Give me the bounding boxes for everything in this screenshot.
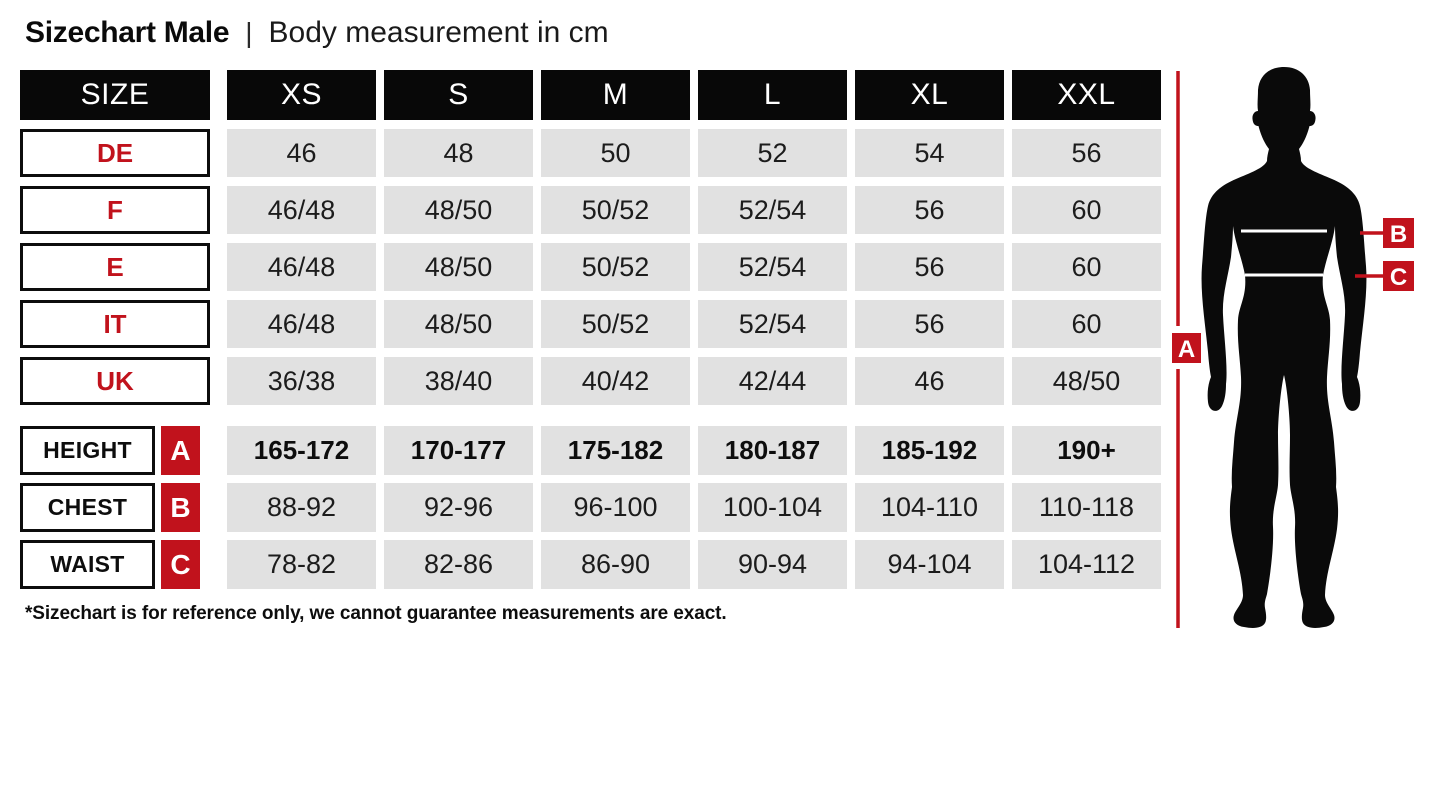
cell-chest-xxl: 110-118 <box>1012 483 1161 532</box>
cell-chest-m: 96-100 <box>541 483 690 532</box>
cell-chest-s: 92-96 <box>384 483 533 532</box>
title-main: Sizechart Male <box>25 16 230 49</box>
cell-f-m: 50/52 <box>541 186 690 234</box>
cell-waist-s: 82-86 <box>384 540 533 589</box>
marker-b-box <box>1383 218 1414 248</box>
header-l: L <box>698 70 847 120</box>
cell-uk-s: 38/40 <box>384 357 533 405</box>
cell-uk-m: 40/42 <box>541 357 690 405</box>
marker-b-badge: B <box>161 483 200 532</box>
cell-f-xxl: 60 <box>1012 186 1161 234</box>
marker-c-letter: C <box>1390 264 1407 291</box>
cell-uk-xl: 46 <box>855 357 1004 405</box>
cell-f-s: 48/50 <box>384 186 533 234</box>
cell-waist-xl: 94-104 <box>855 540 1004 589</box>
footnote-text: *Sizechart is for reference only, we can… <box>25 603 727 624</box>
page-title: Sizechart Male | Body measurement in cm <box>25 16 609 50</box>
title-subtitle: Body measurement in cm <box>268 16 609 49</box>
cell-f-l: 52/54 <box>698 186 847 234</box>
cell-uk-xxl: 48/50 <box>1012 357 1161 405</box>
cell-it-xs: 46/48 <box>227 300 376 348</box>
table-row-waist: WAIST C 78-82 82-86 86-90 90-94 94-104 1… <box>20 540 1161 589</box>
header-xxl: XXL <box>1012 70 1161 120</box>
title-separator: | <box>245 17 253 48</box>
cell-e-xl: 56 <box>855 243 1004 291</box>
table-row-de: DE 46 48 50 52 54 56 <box>20 129 1161 177</box>
cell-it-xl: 56 <box>855 300 1004 348</box>
cell-e-l: 52/54 <box>698 243 847 291</box>
cell-height-xl: 185-192 <box>855 426 1004 475</box>
table-row-uk: UK 36/38 38/40 40/42 42/44 46 48/50 <box>20 357 1161 405</box>
cell-it-m: 50/52 <box>541 300 690 348</box>
cell-e-xs: 46/48 <box>227 243 376 291</box>
cell-it-xxl: 60 <box>1012 300 1161 348</box>
header-xs: XS <box>227 70 376 120</box>
row-label-it: IT <box>20 300 210 348</box>
row-label-de: DE <box>20 129 210 177</box>
cell-e-xxl: 60 <box>1012 243 1161 291</box>
cell-de-xs: 46 <box>227 129 376 177</box>
cell-f-xs: 46/48 <box>227 186 376 234</box>
cell-e-s: 48/50 <box>384 243 533 291</box>
cell-chest-xl: 104-110 <box>855 483 1004 532</box>
cell-height-xs: 165-172 <box>227 426 376 475</box>
row-label-e: E <box>20 243 210 291</box>
size-table: SIZE XS S M L XL XXL DE 46 48 50 52 54 5… <box>20 70 1161 597</box>
cell-f-xl: 56 <box>855 186 1004 234</box>
cell-de-s: 48 <box>384 129 533 177</box>
table-row-height: HEIGHT A 165-172 170-177 175-182 180-187… <box>20 426 1161 475</box>
table-header-row: SIZE XS S M L XL XXL <box>20 70 1161 120</box>
table-row-it: IT 46/48 48/50 50/52 52/54 56 60 <box>20 300 1161 348</box>
male-silhouette-icon <box>1201 67 1367 628</box>
cell-de-m: 50 <box>541 129 690 177</box>
header-size: SIZE <box>20 70 210 120</box>
cell-height-s: 170-177 <box>384 426 533 475</box>
cell-de-xl: 54 <box>855 129 1004 177</box>
cell-e-m: 50/52 <box>541 243 690 291</box>
table-row-e: E 46/48 48/50 50/52 52/54 56 60 <box>20 243 1161 291</box>
cell-de-xxl: 56 <box>1012 129 1161 177</box>
header-m: M <box>541 70 690 120</box>
table-row-f: F 46/48 48/50 50/52 52/54 56 60 <box>20 186 1161 234</box>
row-label-height: HEIGHT <box>20 426 155 475</box>
cell-height-xxl: 190+ <box>1012 426 1161 475</box>
cell-uk-xs: 36/38 <box>227 357 376 405</box>
cell-height-m: 175-182 <box>541 426 690 475</box>
header-s: S <box>384 70 533 120</box>
cell-it-s: 48/50 <box>384 300 533 348</box>
marker-a-badge: A <box>161 426 200 475</box>
cell-waist-l: 90-94 <box>698 540 847 589</box>
cell-waist-xxl: 104-112 <box>1012 540 1161 589</box>
cell-uk-l: 42/44 <box>698 357 847 405</box>
body-measurement-figure: A B C <box>1172 67 1414 628</box>
header-xl: XL <box>855 70 1004 120</box>
row-label-chest: CHEST <box>20 483 155 532</box>
cell-height-l: 180-187 <box>698 426 847 475</box>
marker-a-box <box>1172 333 1201 363</box>
cell-waist-xs: 78-82 <box>227 540 376 589</box>
row-label-waist: WAIST <box>20 540 155 589</box>
row-label-uk: UK <box>20 357 210 405</box>
cell-it-l: 52/54 <box>698 300 847 348</box>
marker-a-letter: A <box>1178 336 1195 363</box>
cell-chest-l: 100-104 <box>698 483 847 532</box>
cell-de-l: 52 <box>698 129 847 177</box>
marker-c-box <box>1383 261 1414 291</box>
marker-b-letter: B <box>1390 221 1407 248</box>
marker-c-badge: C <box>161 540 200 589</box>
table-row-chest: CHEST B 88-92 92-96 96-100 100-104 104-1… <box>20 483 1161 532</box>
cell-chest-xs: 88-92 <box>227 483 376 532</box>
row-label-f: F <box>20 186 210 234</box>
cell-waist-m: 86-90 <box>541 540 690 589</box>
